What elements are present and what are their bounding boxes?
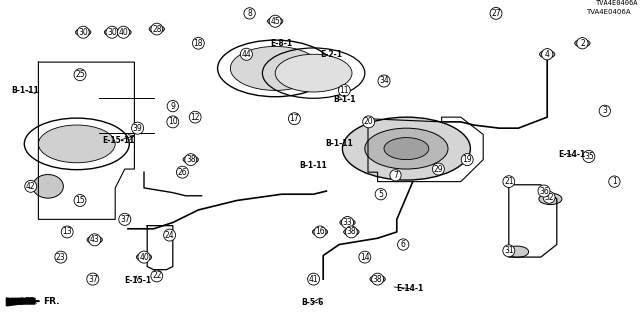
Text: 37: 37 [120, 215, 130, 224]
Text: TVA4E0406A: TVA4E0406A [586, 9, 630, 15]
Text: B-1-1: B-1-1 [333, 95, 356, 104]
Text: 38: 38 [186, 155, 196, 164]
Circle shape [183, 156, 198, 164]
Circle shape [340, 219, 355, 226]
Text: 29: 29 [433, 164, 444, 173]
Circle shape [312, 228, 328, 236]
Text: 9: 9 [170, 102, 175, 111]
Circle shape [116, 28, 131, 36]
Text: 12: 12 [191, 113, 200, 122]
Circle shape [104, 28, 120, 36]
Polygon shape [6, 298, 35, 306]
Text: 43: 43 [90, 235, 100, 244]
Circle shape [136, 253, 152, 261]
Circle shape [506, 246, 529, 257]
Circle shape [76, 28, 91, 36]
Text: 1: 1 [612, 177, 617, 186]
Circle shape [365, 128, 448, 169]
Text: E-14-1: E-14-1 [558, 150, 585, 159]
Circle shape [344, 228, 359, 236]
Circle shape [268, 18, 283, 25]
Text: 24: 24 [164, 231, 175, 240]
Circle shape [539, 193, 562, 204]
Circle shape [575, 39, 590, 47]
Text: TVA4E0406A: TVA4E0406A [596, 0, 639, 6]
Text: 15: 15 [75, 196, 85, 205]
Text: 4: 4 [545, 50, 550, 59]
Text: B-1-11: B-1-11 [300, 161, 328, 170]
Text: 2: 2 [580, 39, 585, 48]
Circle shape [87, 236, 102, 244]
Text: 17: 17 [289, 114, 300, 123]
Text: 40: 40 [139, 252, 149, 262]
Text: 28: 28 [152, 25, 161, 34]
Text: 20: 20 [364, 117, 374, 126]
Text: E-15-11: E-15-11 [102, 136, 134, 145]
Text: 37: 37 [88, 275, 98, 284]
Text: 13: 13 [62, 228, 72, 236]
Text: 41: 41 [308, 275, 319, 284]
Text: 19: 19 [462, 155, 472, 164]
Text: 44: 44 [241, 50, 252, 59]
Text: 42: 42 [26, 182, 36, 191]
Text: 38: 38 [346, 228, 356, 236]
Text: 39: 39 [132, 124, 143, 133]
Text: 26: 26 [177, 168, 188, 177]
Circle shape [370, 275, 385, 283]
Circle shape [149, 25, 164, 33]
Text: 5: 5 [378, 190, 383, 199]
Text: 10: 10 [168, 117, 178, 126]
Text: 27: 27 [491, 9, 501, 18]
Text: 45: 45 [270, 17, 280, 26]
Text: 3: 3 [602, 106, 607, 116]
Text: E-15-1: E-15-1 [124, 276, 151, 285]
Text: E-8-1: E-8-1 [271, 39, 292, 48]
Text: 7: 7 [393, 171, 398, 180]
Text: 33: 33 [342, 218, 353, 227]
Text: 40: 40 [118, 28, 129, 37]
Text: 11: 11 [340, 86, 349, 95]
Circle shape [230, 46, 320, 91]
Text: 34: 34 [379, 76, 389, 85]
Text: 22: 22 [152, 271, 161, 280]
Text: FR.: FR. [24, 297, 38, 306]
Text: B-5-6: B-5-6 [301, 298, 323, 307]
Text: FR.: FR. [44, 297, 60, 306]
Text: 38: 38 [372, 275, 383, 284]
Text: 35: 35 [584, 152, 594, 161]
Text: 6: 6 [401, 240, 406, 249]
Text: B-1-11: B-1-11 [325, 140, 353, 148]
Circle shape [275, 54, 352, 92]
Text: B-1-11: B-1-11 [12, 86, 40, 95]
Circle shape [342, 117, 470, 180]
Text: 25: 25 [75, 70, 85, 79]
Circle shape [384, 138, 429, 160]
Polygon shape [6, 298, 35, 304]
Text: 30: 30 [78, 28, 88, 37]
Circle shape [540, 51, 555, 58]
Text: 21: 21 [504, 177, 513, 186]
Text: 31: 31 [504, 246, 514, 255]
Text: 32: 32 [544, 193, 554, 202]
Text: 8: 8 [247, 9, 252, 18]
Ellipse shape [33, 174, 63, 198]
Text: 36: 36 [539, 187, 549, 196]
Text: 18: 18 [194, 39, 203, 48]
Text: E-2-1: E-2-1 [321, 50, 342, 59]
Text: 16: 16 [315, 228, 325, 236]
Circle shape [38, 125, 115, 163]
Text: E-14-1: E-14-1 [396, 284, 423, 293]
Text: 30: 30 [107, 28, 117, 37]
Text: 14: 14 [360, 252, 370, 262]
Text: 23: 23 [56, 252, 66, 262]
